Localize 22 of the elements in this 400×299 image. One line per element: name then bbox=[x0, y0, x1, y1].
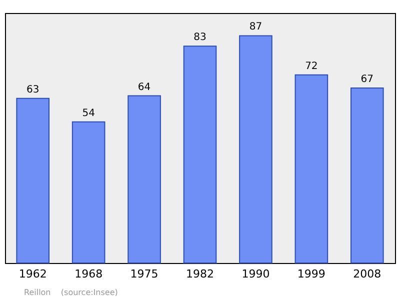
x-tick-label: 1968 bbox=[74, 268, 103, 280]
x-tick-label: 1975 bbox=[130, 268, 158, 280]
bar bbox=[128, 95, 161, 264]
bar bbox=[239, 35, 272, 264]
data-label: 72 bbox=[305, 60, 318, 72]
data-label: 87 bbox=[249, 22, 262, 33]
x-tick-label: 1982 bbox=[186, 268, 214, 280]
bar bbox=[183, 46, 217, 264]
x-tick-label: 1962 bbox=[18, 268, 47, 280]
bar bbox=[294, 74, 328, 264]
x-tick-label: 1999 bbox=[297, 268, 326, 280]
data-label: 67 bbox=[360, 74, 374, 85]
data-label: 64 bbox=[138, 82, 151, 93]
data-label: 54 bbox=[82, 108, 95, 119]
data-label: 63 bbox=[26, 84, 40, 96]
bar bbox=[350, 87, 384, 264]
x-tick-label: 1990 bbox=[242, 268, 270, 280]
bar bbox=[72, 121, 106, 264]
data-label: 83 bbox=[194, 32, 206, 44]
bar bbox=[16, 98, 50, 264]
x-tick-label: 2008 bbox=[353, 268, 382, 280]
text: Reillon (source:Insee) bbox=[24, 288, 118, 297]
